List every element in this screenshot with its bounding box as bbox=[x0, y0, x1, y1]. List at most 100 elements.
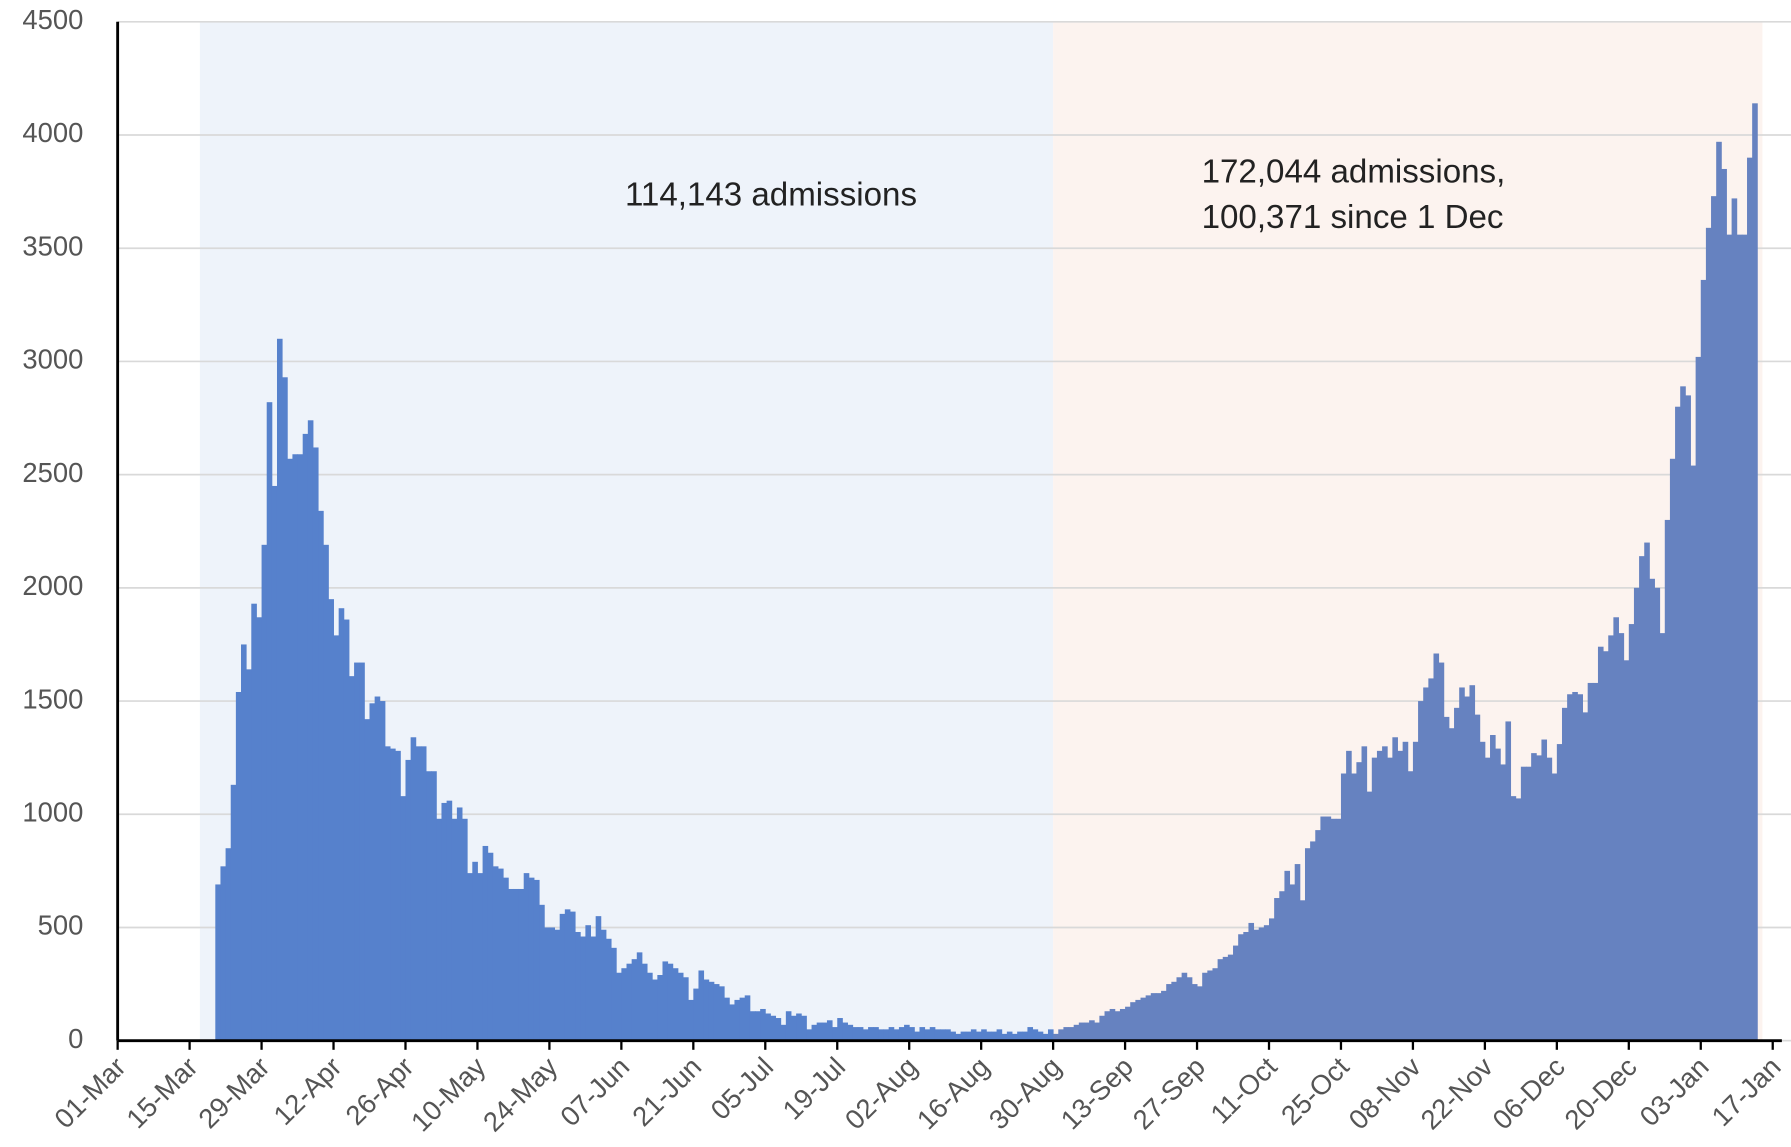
bar bbox=[1346, 750, 1352, 1041]
bar bbox=[1520, 766, 1527, 1041]
bar bbox=[395, 750, 401, 1041]
bar bbox=[312, 447, 319, 1041]
bar bbox=[1741, 234, 1748, 1041]
bar bbox=[1053, 1033, 1059, 1041]
bar bbox=[708, 981, 715, 1041]
bar bbox=[1484, 757, 1491, 1041]
bar bbox=[446, 800, 453, 1041]
bar bbox=[811, 1024, 818, 1041]
bar bbox=[1155, 993, 1162, 1041]
y-tick-label: 4500 bbox=[22, 4, 83, 35]
bar bbox=[246, 669, 252, 1041]
bar bbox=[1083, 1022, 1090, 1041]
bar bbox=[765, 1013, 771, 1041]
bar bbox=[1664, 519, 1671, 1041]
bar bbox=[1448, 728, 1455, 1041]
bar bbox=[261, 544, 268, 1041]
bar bbox=[1145, 995, 1152, 1041]
bar bbox=[816, 1022, 823, 1041]
bar bbox=[965, 1031, 972, 1041]
bar bbox=[1556, 744, 1563, 1041]
bar bbox=[1716, 141, 1722, 1041]
bar bbox=[1695, 356, 1702, 1041]
bar bbox=[1443, 716, 1450, 1041]
bar bbox=[981, 1029, 987, 1041]
bar bbox=[672, 968, 679, 1041]
bar bbox=[1644, 542, 1650, 1041]
bar bbox=[1675, 406, 1681, 1041]
bar bbox=[1654, 587, 1661, 1041]
bar bbox=[1047, 1029, 1054, 1041]
bar-layer bbox=[215, 103, 1758, 1041]
bar bbox=[1705, 227, 1712, 1041]
bar bbox=[307, 420, 314, 1041]
x-tick-label: 27-Sep bbox=[1127, 1051, 1211, 1135]
bar bbox=[266, 402, 273, 1041]
bar bbox=[287, 458, 293, 1041]
x-tick-label: 22-Nov bbox=[1414, 1051, 1499, 1136]
bar bbox=[225, 848, 232, 1041]
region-label: 172,044 admissions, bbox=[1202, 153, 1506, 190]
bar bbox=[1227, 954, 1234, 1041]
bar bbox=[472, 861, 478, 1041]
bar bbox=[1248, 922, 1255, 1041]
bar bbox=[616, 972, 622, 1041]
x-tick-label: 11-Oct bbox=[1204, 1051, 1283, 1130]
bar bbox=[1299, 900, 1306, 1041]
bar bbox=[1597, 646, 1604, 1041]
bar bbox=[1423, 687, 1429, 1041]
bar bbox=[595, 916, 602, 1041]
bar bbox=[379, 701, 386, 1041]
bar bbox=[343, 619, 350, 1041]
bar bbox=[323, 544, 329, 1041]
bar bbox=[1310, 841, 1316, 1041]
bar bbox=[384, 746, 391, 1041]
bar bbox=[374, 696, 381, 1041]
bar bbox=[1351, 773, 1357, 1041]
bar bbox=[1628, 624, 1635, 1041]
x-tick-label: 16-Aug bbox=[911, 1051, 995, 1135]
x-tick-label: 12-Apr bbox=[267, 1051, 347, 1131]
region-label: 100,371 since 1 Dec bbox=[1202, 199, 1504, 236]
bar bbox=[652, 979, 658, 1041]
bar bbox=[1068, 1027, 1075, 1041]
bar bbox=[426, 771, 432, 1041]
bar bbox=[1603, 651, 1609, 1041]
bar bbox=[919, 1027, 926, 1041]
bar bbox=[904, 1024, 910, 1041]
bar bbox=[328, 599, 334, 1041]
bar bbox=[1073, 1024, 1080, 1041]
bar bbox=[1464, 696, 1470, 1041]
bar bbox=[1340, 773, 1347, 1041]
bar bbox=[1546, 757, 1553, 1041]
bar bbox=[1690, 465, 1697, 1041]
bar bbox=[1263, 925, 1270, 1041]
y-tick-label: 2500 bbox=[22, 457, 83, 488]
bar bbox=[1258, 927, 1265, 1041]
bar bbox=[888, 1027, 895, 1041]
bar bbox=[1587, 682, 1594, 1041]
bar bbox=[544, 927, 550, 1041]
bar bbox=[1387, 757, 1393, 1041]
x-tick-label: 13-Sep bbox=[1055, 1051, 1139, 1135]
bar bbox=[868, 1027, 874, 1041]
bar bbox=[621, 968, 627, 1041]
x-tick-label: 01-Mar bbox=[48, 1051, 131, 1134]
bar bbox=[857, 1027, 864, 1041]
bar bbox=[559, 913, 566, 1041]
bar bbox=[1001, 1033, 1008, 1041]
bar bbox=[1335, 818, 1342, 1041]
bar bbox=[1063, 1027, 1070, 1041]
y-tick-label: 3000 bbox=[22, 344, 83, 375]
bar bbox=[955, 1033, 962, 1041]
bar bbox=[832, 1027, 838, 1041]
bar bbox=[1238, 934, 1244, 1041]
bar bbox=[1582, 712, 1589, 1041]
bar bbox=[1181, 972, 1188, 1041]
bar bbox=[755, 1011, 761, 1041]
bar bbox=[950, 1031, 956, 1041]
bar bbox=[1207, 970, 1213, 1041]
bar bbox=[821, 1022, 828, 1041]
bar bbox=[1618, 633, 1625, 1041]
bar bbox=[1459, 687, 1465, 1041]
